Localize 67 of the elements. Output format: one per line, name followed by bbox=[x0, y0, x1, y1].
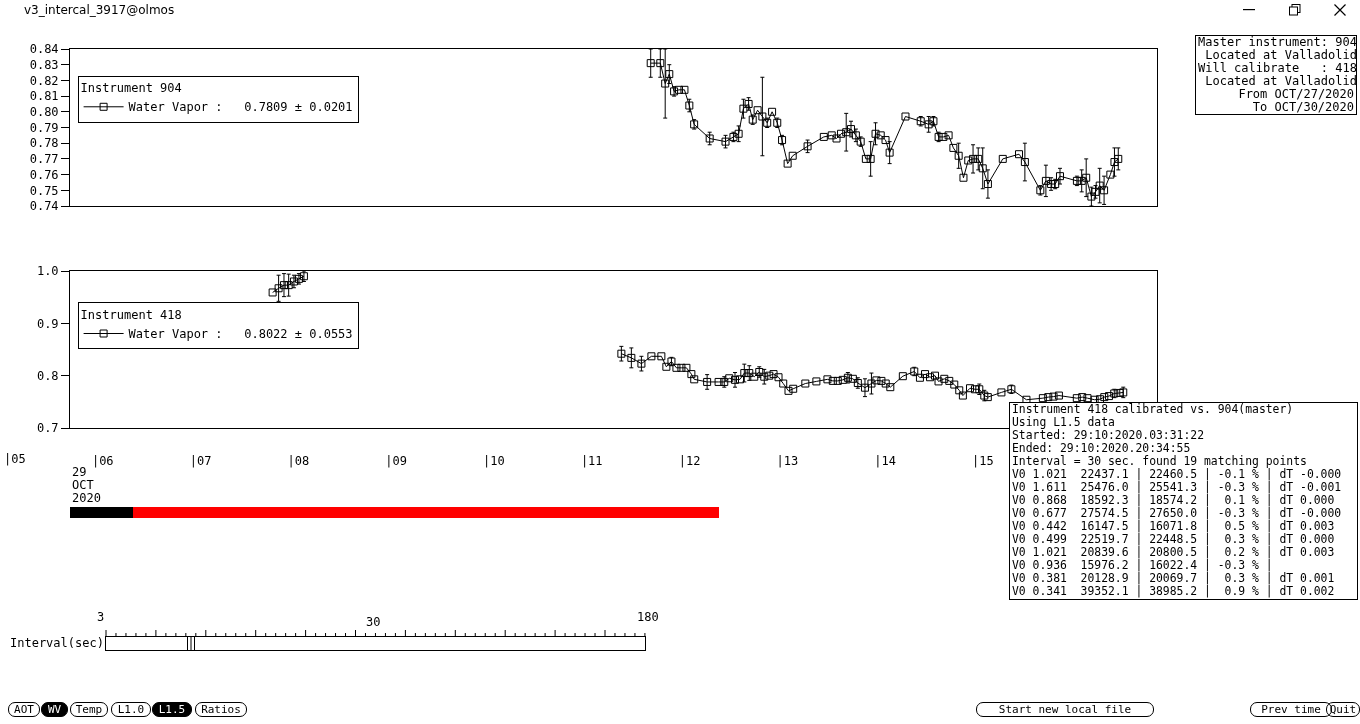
text: To OCT/30/2020 bbox=[1251, 100, 1355, 114]
x-tick-label: |09 bbox=[385, 454, 407, 469]
text: V0 0.381 20128.9 | 20069.7 | 0.3 % | dT 0.001 bbox=[1011, 571, 1336, 585]
y-tick-label: 0.77 bbox=[29, 152, 59, 167]
x-tick-label: |12 bbox=[678, 454, 701, 469]
text: Located at Valladolid bbox=[1204, 74, 1357, 88]
text: Interval(sec) bbox=[10, 636, 104, 650]
text: 2020 bbox=[72, 491, 101, 505]
y-tick-label: 0.75 bbox=[29, 183, 59, 198]
text: 3 bbox=[97, 610, 105, 624]
text: 180 bbox=[637, 610, 659, 624]
text: V0 0.868 18592.3 | 18574.2 | 0.1 % | dT 0.000 bbox=[1011, 493, 1336, 507]
button: Ratios bbox=[195, 702, 247, 717]
y-tick-label: 0.84 bbox=[29, 42, 59, 57]
legend-title: Instrument 904 bbox=[80, 81, 182, 96]
text: v3_intercal_3917@olmos bbox=[24, 3, 175, 17]
text: V0 0.341 39352.1 | 38985.2 | 0.9 % | dT 0.002 bbox=[1011, 584, 1336, 598]
button: L1.0 bbox=[111, 702, 151, 717]
button: L1.5 bbox=[152, 702, 192, 717]
legend-label: Water Vapor : 0.8022 ± 0.0553 bbox=[128, 327, 353, 342]
text: V0 1.021 22437.1 | 22460.5 | -0.1 % | dT -0.000 bbox=[1011, 467, 1343, 481]
y-tick-label: 0.74 bbox=[29, 199, 59, 214]
button: Temp bbox=[70, 702, 108, 717]
text: V0 0.936 15976.2 | 16022.4 | -0.3 % | bbox=[1011, 558, 1274, 572]
text: |05 bbox=[4, 452, 26, 466]
y-tick-label: 1.0 bbox=[36, 264, 59, 279]
x-tick-label: |07 bbox=[189, 454, 212, 469]
text: Will calibrate : 418 bbox=[1197, 61, 1357, 75]
x-tick-label: |13 bbox=[776, 454, 799, 469]
annotation: Started: 29:10:2020.03:31:22 bbox=[1011, 428, 1206, 442]
x-tick-label: |14 bbox=[874, 454, 896, 469]
y-tick-label: 0.9 bbox=[36, 316, 59, 331]
x-tick-label: |08 bbox=[287, 454, 310, 469]
text: 29 bbox=[72, 465, 87, 479]
y-tick-label: 0.76 bbox=[29, 167, 59, 182]
text: V0 0.442 16147.5 | 16071.8 | 0.5 % | dT 0.003 bbox=[1011, 519, 1336, 533]
button: AOT bbox=[8, 702, 40, 717]
legend-title: Instrument 418 bbox=[80, 308, 182, 322]
text: OCT bbox=[72, 478, 94, 492]
annotation: Using L1.5 data bbox=[1011, 415, 1116, 429]
text: V0 0.677 27574.5 | 27650.0 | -0.3 % | dT -0.000 bbox=[1011, 506, 1343, 520]
button: Quit bbox=[1326, 702, 1360, 717]
text: Interval = 30 sec. found 19 matching points bbox=[1011, 454, 1308, 468]
text: Located at Valladolid bbox=[1204, 48, 1357, 62]
x-tick-label: |15 bbox=[972, 454, 994, 469]
legend-label: Water Vapor : 0.7809 ± 0.0201 bbox=[128, 100, 353, 115]
x-tick-label: |10 bbox=[483, 454, 505, 469]
text: 30 bbox=[366, 615, 381, 629]
y-tick-label: 0.7 bbox=[36, 421, 59, 436]
text: V0 1.611 25476.0 | 25541.3 | -0.3 % | dT -0.001 bbox=[1011, 480, 1343, 494]
text: Ended: 29:10:2020.20:34:55 bbox=[1011, 441, 1192, 455]
y-tick-label: 0.80 bbox=[29, 105, 59, 119]
y-tick-label: 0.79 bbox=[29, 120, 59, 135]
button: Start new local file bbox=[976, 702, 1154, 717]
annotation: Instrument 418 calibrated vs. 904(master) bbox=[1011, 402, 1295, 416]
text: From OCT/27/2020 bbox=[1237, 87, 1355, 101]
x-tick-label: |06 bbox=[91, 454, 114, 469]
y-tick-label: 0.8 bbox=[36, 368, 59, 383]
text: V0 0.499 22519.7 | 22448.5 | 0.3 % | dT 0.000 bbox=[1011, 532, 1336, 546]
text: Master instrument: 904 bbox=[1197, 35, 1357, 49]
y-tick-label: 0.81 bbox=[29, 89, 59, 104]
text: V0 1.021 20839.6 | 20800.5 | 0.2 % | dT 0.003 bbox=[1011, 545, 1336, 559]
x-tick-label: |11 bbox=[580, 454, 603, 469]
y-tick-label: 0.82 bbox=[29, 73, 59, 88]
y-tick-label: 0.78 bbox=[29, 136, 59, 151]
y-tick-label: 0.83 bbox=[29, 57, 59, 72]
button: WV bbox=[41, 702, 68, 717]
